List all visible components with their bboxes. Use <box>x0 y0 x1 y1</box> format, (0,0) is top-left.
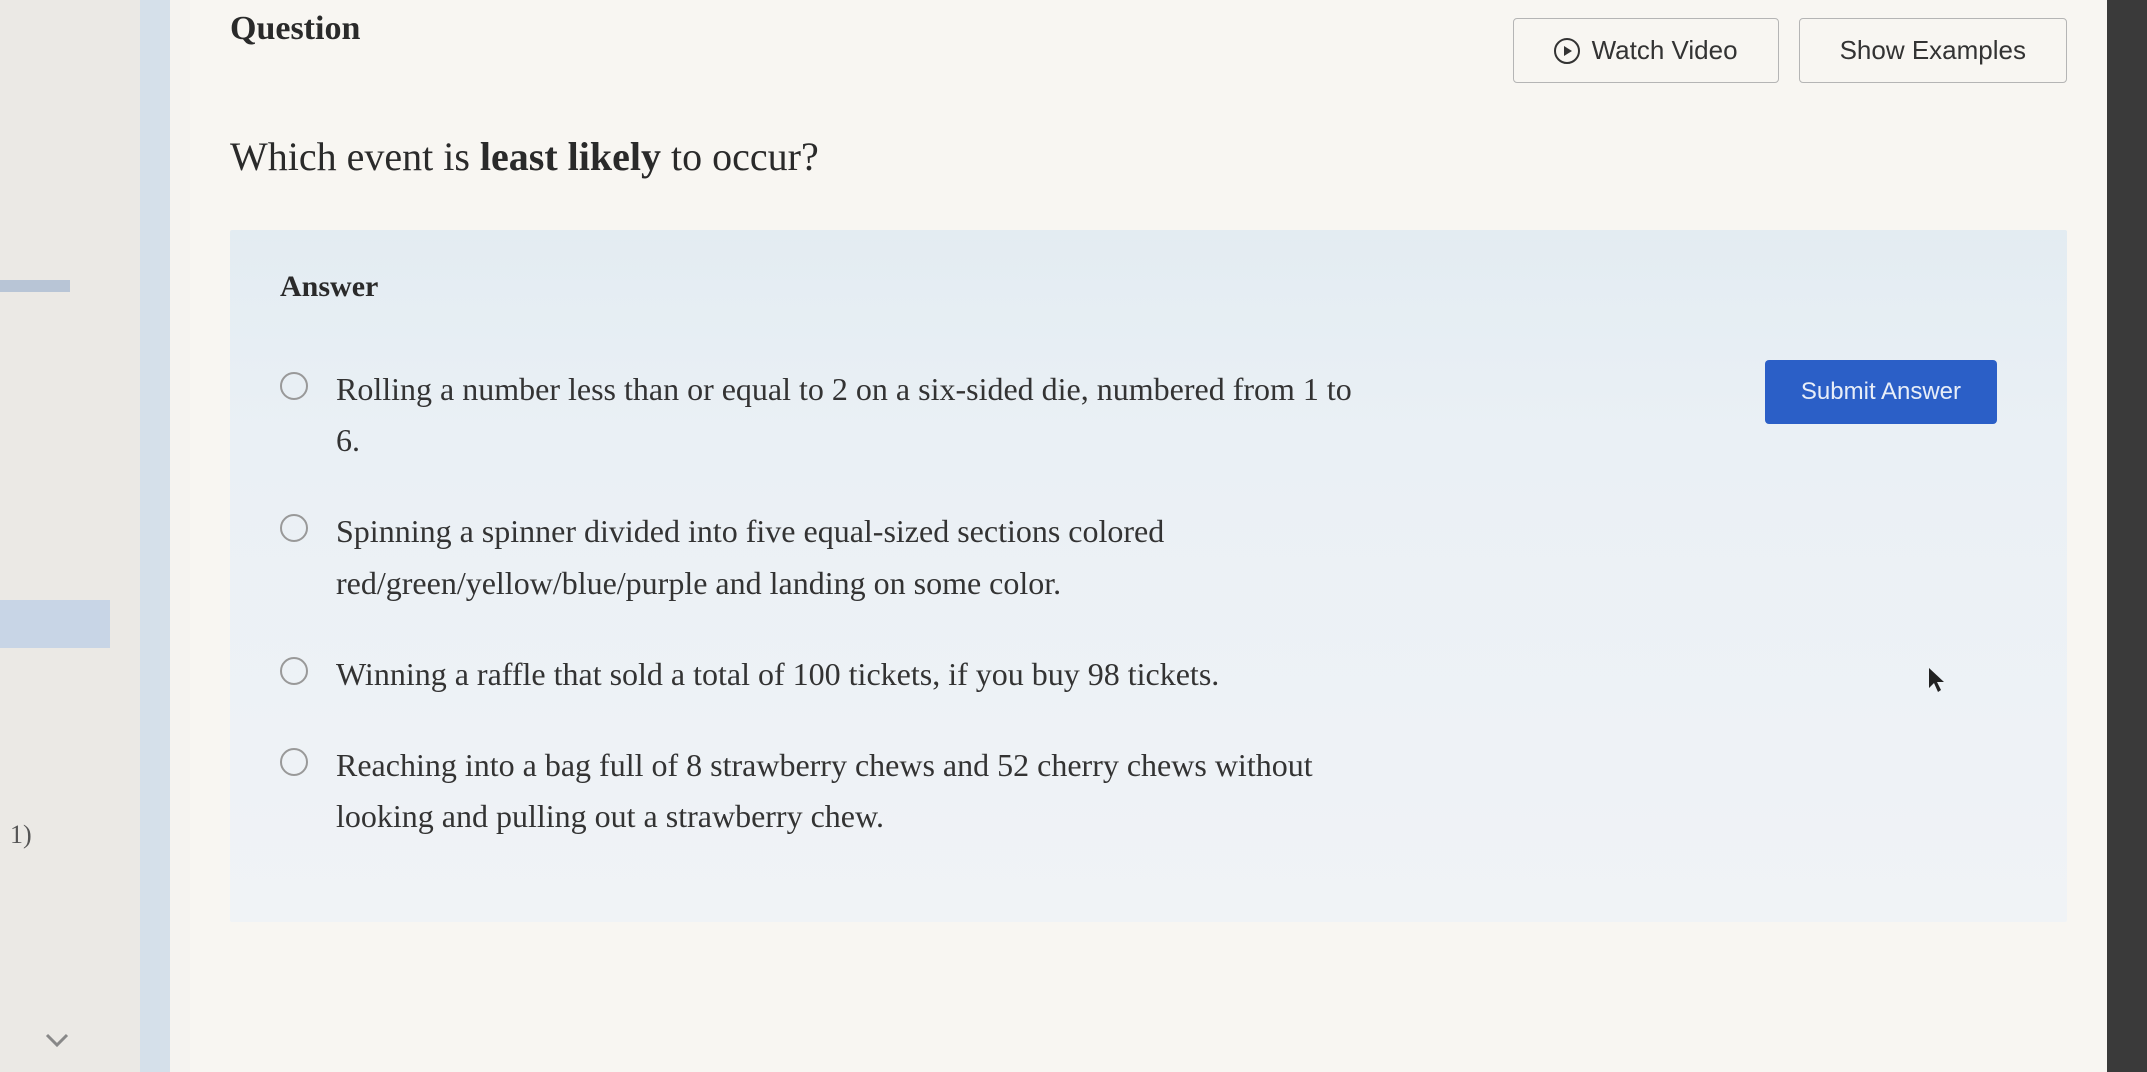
answer-panel: Answer Submit Answer Rolling a number le… <box>230 230 2067 922</box>
option-row-2[interactable]: Spinning a spinner divided into five equ… <box>280 506 1380 608</box>
main-content: Question Watch Video Show Examples Which… <box>190 0 2107 1072</box>
header-buttons: Watch Video Show Examples <box>1513 18 2067 83</box>
options-container: Rolling a number less than or equal to 2… <box>280 364 2017 842</box>
sidebar-accent <box>140 0 170 1072</box>
play-icon <box>1554 38 1580 64</box>
show-examples-label: Show Examples <box>1840 35 2026 66</box>
watch-video-button[interactable]: Watch Video <box>1513 18 1779 83</box>
option-text-2: Spinning a spinner divided into five equ… <box>336 506 1380 608</box>
question-prefix: Which event is <box>230 134 480 179</box>
option-text-3: Winning a raffle that sold a total of 10… <box>336 649 1219 700</box>
sidebar-left: 1) <box>0 0 140 1072</box>
right-edge <box>2107 0 2147 1072</box>
radio-option-2[interactable] <box>280 514 308 542</box>
option-text-4: Reaching into a bag full of 8 strawberry… <box>336 740 1380 842</box>
show-examples-button[interactable]: Show Examples <box>1799 18 2067 83</box>
option-text-1: Rolling a number less than or equal to 2… <box>336 364 1380 466</box>
radio-option-1[interactable] <box>280 372 308 400</box>
question-suffix: to occur? <box>661 134 819 179</box>
radio-option-4[interactable] <box>280 748 308 776</box>
option-row-1[interactable]: Rolling a number less than or equal to 2… <box>280 364 1380 466</box>
question-text: Which event is least likely to occur? <box>230 133 2067 180</box>
progress-indicator-1 <box>0 280 70 292</box>
submit-answer-button[interactable]: Submit Answer <box>1765 360 1997 424</box>
question-label: Question <box>230 10 360 48</box>
radio-option-3[interactable] <box>280 657 308 685</box>
chevron-down-icon[interactable] <box>45 1020 69 1057</box>
cursor-icon <box>1927 666 1947 702</box>
question-bold: least likely <box>480 134 661 179</box>
progress-indicator-2 <box>0 600 110 648</box>
option-row-3[interactable]: Winning a raffle that sold a total of 10… <box>280 649 1380 700</box>
page-indicator: 1) <box>10 820 32 850</box>
option-row-4[interactable]: Reaching into a bag full of 8 strawberry… <box>280 740 1380 842</box>
header-row: Question Watch Video Show Examples <box>230 0 2067 83</box>
answer-label: Answer <box>280 270 2017 304</box>
watch-video-label: Watch Video <box>1592 35 1738 66</box>
